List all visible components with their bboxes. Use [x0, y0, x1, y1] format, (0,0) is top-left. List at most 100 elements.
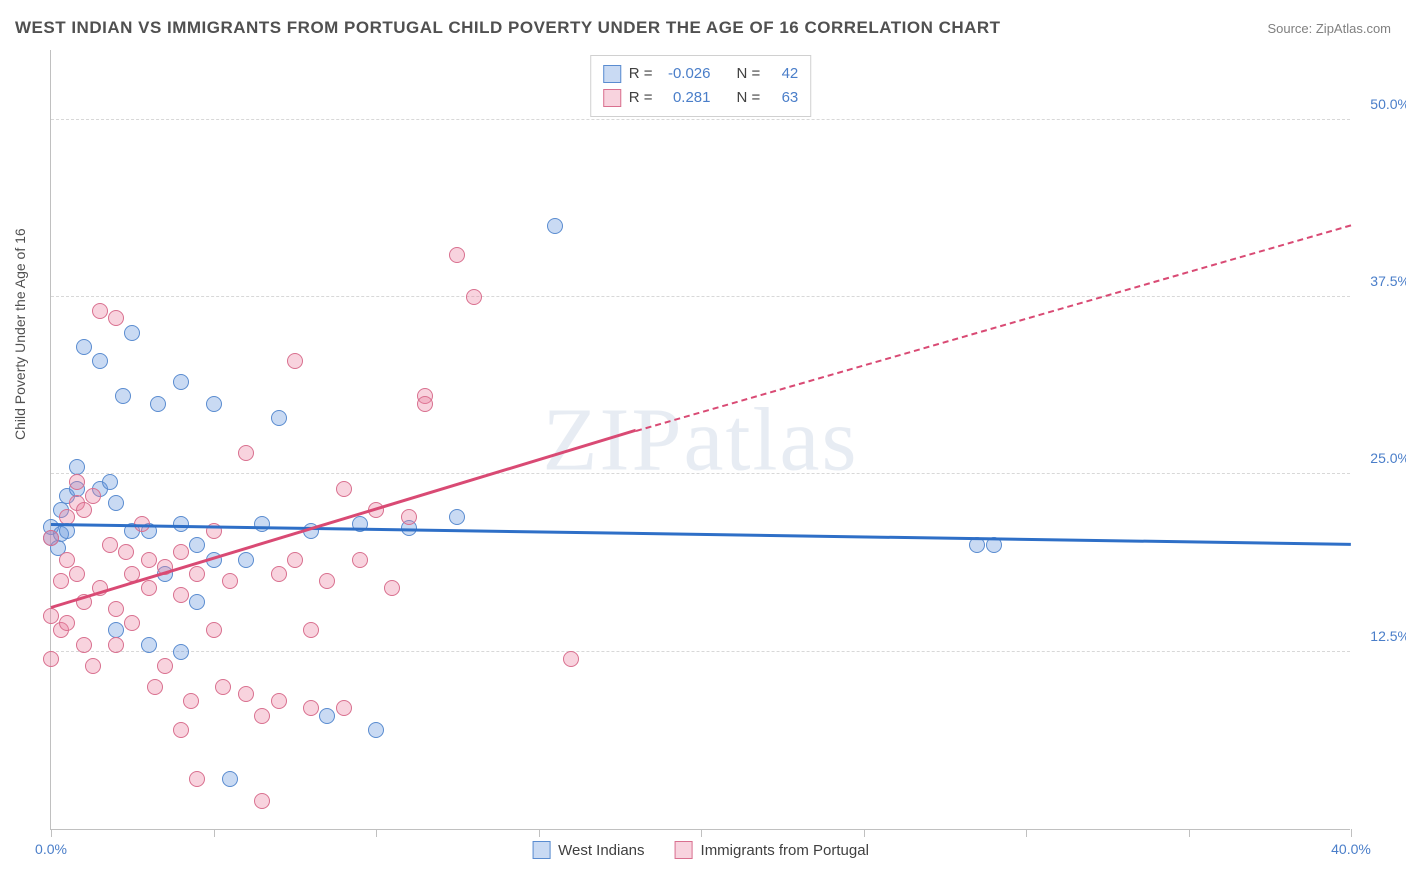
data-point: [303, 622, 319, 638]
data-point: [238, 552, 254, 568]
n-label: N =: [737, 62, 761, 86]
correlation-legend: R =-0.026N =42R =0.281N =63: [590, 55, 812, 117]
x-tick: [701, 829, 702, 837]
data-point: [189, 566, 205, 582]
x-tick: [864, 829, 865, 837]
data-point: [108, 495, 124, 511]
data-point: [254, 516, 270, 532]
legend-stat-row: R =-0.026N =42: [603, 62, 799, 86]
data-point: [173, 587, 189, 603]
x-tick-label: 0.0%: [35, 841, 67, 857]
data-point: [141, 637, 157, 653]
x-tick: [1026, 829, 1027, 837]
legend-stat-row: R = 0.281 N = 63: [603, 86, 799, 110]
y-tick-label: 37.5%: [1355, 273, 1406, 289]
data-point: [92, 303, 108, 319]
data-point: [173, 722, 189, 738]
data-point: [271, 693, 287, 709]
data-point: [43, 530, 59, 546]
data-point: [141, 552, 157, 568]
data-point: [449, 247, 465, 263]
scatter-chart: ZIPatlas R =-0.026N =42R =0.281N =63 Wes…: [50, 50, 1350, 830]
data-point: [254, 708, 270, 724]
data-point: [157, 658, 173, 674]
x-tick: [376, 829, 377, 837]
legend-swatch: [675, 841, 693, 859]
data-point: [287, 552, 303, 568]
data-point: [102, 474, 118, 490]
x-tick: [539, 829, 540, 837]
data-point: [287, 353, 303, 369]
x-tick-label: 40.0%: [1331, 841, 1371, 857]
data-point: [222, 771, 238, 787]
data-point: [115, 388, 131, 404]
n-value: 63: [768, 86, 798, 110]
data-point: [76, 502, 92, 518]
data-point: [102, 537, 118, 553]
x-tick: [51, 829, 52, 837]
data-point: [76, 339, 92, 355]
data-point: [69, 474, 85, 490]
data-point: [547, 218, 563, 234]
data-point: [271, 410, 287, 426]
y-tick-label: 50.0%: [1355, 96, 1406, 112]
data-point: [254, 793, 270, 809]
data-point: [92, 353, 108, 369]
gridline: [51, 473, 1350, 474]
r-value: -0.026: [661, 62, 711, 86]
data-point: [319, 708, 335, 724]
data-point: [336, 700, 352, 716]
legend-series-item: West Indians: [532, 841, 644, 859]
legend-series-label: Immigrants from Portugal: [701, 842, 869, 859]
r-label: R =: [629, 62, 653, 86]
data-point: [189, 594, 205, 610]
y-axis-label: Child Poverty Under the Age of 16: [12, 228, 28, 440]
data-point: [59, 615, 75, 631]
data-point: [124, 615, 140, 631]
data-point: [336, 481, 352, 497]
data-point: [173, 544, 189, 560]
data-point: [368, 722, 384, 738]
data-point: [449, 509, 465, 525]
data-point: [189, 771, 205, 787]
data-point: [563, 651, 579, 667]
r-label: R =: [629, 86, 653, 110]
data-point: [85, 658, 101, 674]
gridline: [51, 296, 1350, 297]
data-point: [401, 509, 417, 525]
data-point: [150, 396, 166, 412]
trend-line: [51, 523, 1351, 546]
data-point: [118, 544, 134, 560]
legend-swatch: [532, 841, 550, 859]
gridline: [51, 651, 1350, 652]
data-point: [173, 644, 189, 660]
data-point: [238, 445, 254, 461]
data-point: [124, 325, 140, 341]
r-value: 0.281: [661, 86, 711, 110]
x-tick: [1351, 829, 1352, 837]
data-point: [43, 608, 59, 624]
legend-swatch: [603, 89, 621, 107]
data-point: [303, 700, 319, 716]
n-label: N =: [737, 86, 761, 110]
x-tick: [1189, 829, 1190, 837]
data-point: [147, 679, 163, 695]
data-point: [108, 310, 124, 326]
data-point: [108, 637, 124, 653]
chart-title: WEST INDIAN VS IMMIGRANTS FROM PORTUGAL …: [15, 18, 1001, 38]
y-tick-label: 25.0%: [1355, 450, 1406, 466]
data-point: [108, 601, 124, 617]
data-point: [466, 289, 482, 305]
data-point: [222, 573, 238, 589]
legend-series-label: West Indians: [558, 842, 644, 859]
data-point: [141, 580, 157, 596]
data-point: [206, 622, 222, 638]
data-point: [173, 374, 189, 390]
legend-series-item: Immigrants from Portugal: [675, 841, 869, 859]
data-point: [319, 573, 335, 589]
legend-swatch: [603, 65, 621, 83]
data-point: [238, 686, 254, 702]
data-point: [85, 488, 101, 504]
series-legend: West Indians Immigrants from Portugal: [532, 841, 869, 859]
data-point: [43, 651, 59, 667]
